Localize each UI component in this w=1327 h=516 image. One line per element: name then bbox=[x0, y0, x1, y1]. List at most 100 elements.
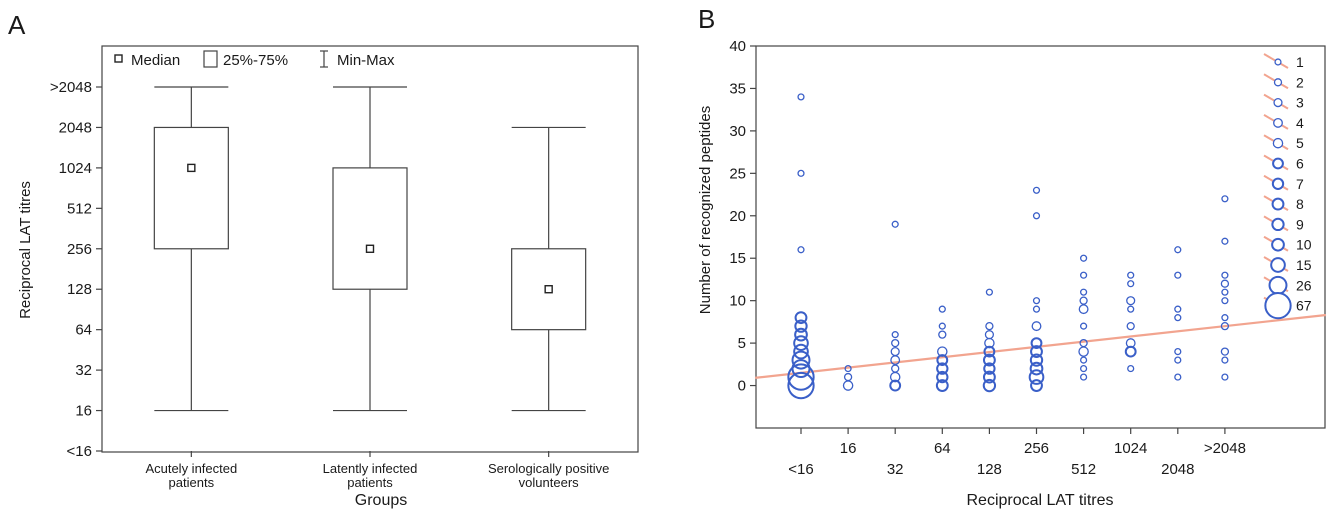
data-point bbox=[1174, 314, 1182, 322]
y-tick-label-15: 15 bbox=[729, 250, 746, 267]
data-point bbox=[1030, 379, 1043, 392]
legend-size-circle-4 bbox=[1273, 117, 1283, 128]
data-point bbox=[1030, 337, 1043, 350]
x-tick-label-1024: 1024 bbox=[1114, 440, 1147, 457]
data-point bbox=[797, 246, 805, 254]
x-tick-label-64: 64 bbox=[934, 440, 951, 457]
group-label-line1: Acutely infected bbox=[145, 461, 237, 476]
y-tick-label-35: 35 bbox=[729, 80, 746, 97]
data-point bbox=[1220, 347, 1230, 356]
y-tick-label-lt-16: <16 bbox=[67, 443, 92, 460]
data-point bbox=[794, 319, 808, 333]
data-point bbox=[1126, 296, 1136, 306]
data-point bbox=[1221, 237, 1229, 245]
x-tick-label-lt-16: <16 bbox=[788, 461, 813, 478]
data-point bbox=[938, 305, 946, 313]
data-point bbox=[1127, 280, 1135, 288]
y-tick-label-1024: 1024 bbox=[59, 160, 92, 177]
legend-size-circle-67 bbox=[1264, 291, 1292, 320]
x-tick-label-512: 512 bbox=[1071, 461, 1096, 478]
legend-size-label-15: 15 bbox=[1296, 257, 1312, 273]
legend-whisker-label: Min-Max bbox=[337, 52, 395, 69]
data-point bbox=[1080, 271, 1088, 279]
legend-whisker-icon bbox=[320, 50, 328, 68]
panel-a-legend: Median 25%-75% Min-Max bbox=[114, 50, 395, 69]
data-point bbox=[1174, 347, 1182, 356]
data-point bbox=[1032, 186, 1041, 194]
median-marker bbox=[365, 244, 375, 253]
x-tick-label-128: 128 bbox=[977, 461, 1002, 478]
data-point bbox=[936, 354, 949, 366]
data-point bbox=[1174, 246, 1182, 254]
data-point bbox=[1126, 321, 1135, 331]
legend-size-label-5: 5 bbox=[1296, 135, 1304, 151]
data-point bbox=[1220, 279, 1230, 288]
data-point bbox=[984, 337, 995, 349]
group-label-line1: Latently infected bbox=[323, 461, 418, 476]
data-point bbox=[794, 311, 808, 325]
group-label-line2: patients bbox=[169, 475, 215, 490]
data-point bbox=[982, 353, 996, 367]
median-marker bbox=[544, 285, 553, 294]
group-label-line2: patients bbox=[347, 475, 393, 490]
legend-size-circle-6 bbox=[1272, 157, 1284, 170]
legend-size-label-1: 1 bbox=[1296, 54, 1304, 70]
data-point bbox=[982, 370, 996, 384]
panel-a-box-chart: <16 16 32 64 128 256 512 1024 2048 >2048 Acutely … bbox=[17, 45, 639, 509]
y-tick-label-10: 10 bbox=[729, 293, 746, 310]
y-tick-label-32: 32 bbox=[75, 362, 92, 379]
legend-size-label-6: 6 bbox=[1296, 156, 1304, 172]
panel-b-points bbox=[787, 93, 1230, 400]
legend-size-circle-7 bbox=[1271, 177, 1285, 190]
data-point bbox=[1221, 271, 1229, 279]
legend-median-label: Median bbox=[131, 52, 180, 69]
data-point bbox=[891, 331, 899, 339]
y-tick-label-128: 128 bbox=[67, 281, 92, 298]
legend-box-label: 25%-75% bbox=[223, 52, 288, 69]
legend-size-label-2: 2 bbox=[1296, 74, 1304, 90]
y-tick-label-20: 20 bbox=[729, 208, 746, 225]
y-tick-label-gt-2048: >2048 bbox=[50, 79, 92, 96]
data-point bbox=[1221, 195, 1229, 203]
y-tick-label-5: 5 bbox=[738, 335, 746, 352]
data-point bbox=[1030, 345, 1043, 359]
data-point bbox=[1032, 212, 1041, 220]
data-point bbox=[1080, 254, 1088, 262]
data-point bbox=[936, 362, 949, 375]
data-point bbox=[891, 220, 899, 228]
data-point bbox=[1080, 288, 1088, 296]
panel-b-y-axis-title: Number of recognized peptides bbox=[697, 106, 714, 314]
legend-size-circle-1 bbox=[1274, 58, 1282, 66]
y-tick-label-512: 512 bbox=[67, 200, 92, 217]
data-point bbox=[1031, 321, 1042, 332]
data-point bbox=[844, 364, 852, 373]
data-point bbox=[937, 346, 948, 357]
panel-b-y-axis: 0 5 10 15 20 25 30 35 40 bbox=[729, 38, 756, 395]
data-point bbox=[936, 370, 949, 384]
legend-size-circle-26 bbox=[1268, 275, 1288, 295]
y-tick-label-2048: 2048 bbox=[59, 119, 92, 136]
data-point bbox=[983, 345, 996, 358]
legend-size-label-3: 3 bbox=[1296, 95, 1304, 111]
legend-size-label-9: 9 bbox=[1296, 216, 1304, 232]
legend-size-label-8: 8 bbox=[1296, 196, 1304, 212]
data-point bbox=[1032, 305, 1041, 313]
data-point bbox=[1078, 304, 1089, 315]
legend-size-circle-9 bbox=[1271, 217, 1285, 232]
data-point bbox=[1174, 305, 1182, 313]
data-point bbox=[1174, 356, 1182, 364]
data-point bbox=[891, 338, 900, 348]
data-point bbox=[1221, 373, 1229, 381]
legend-size-label-7: 7 bbox=[1296, 176, 1304, 192]
data-point bbox=[1080, 373, 1088, 381]
legend-size-circle-15 bbox=[1270, 257, 1286, 273]
data-point bbox=[889, 371, 901, 383]
data-point bbox=[791, 350, 811, 370]
y-tick-label-40: 40 bbox=[729, 38, 746, 55]
data-point bbox=[1029, 361, 1044, 376]
legend-size-label-67: 67 bbox=[1296, 298, 1312, 314]
data-point bbox=[1127, 305, 1135, 313]
